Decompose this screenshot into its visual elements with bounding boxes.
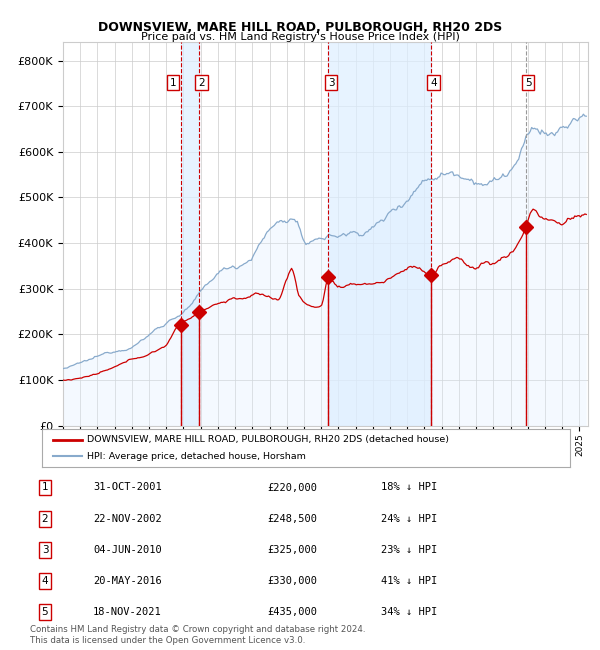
Text: 18-NOV-2021: 18-NOV-2021 [93,607,162,618]
Text: 2: 2 [41,514,49,524]
Text: 2: 2 [198,77,205,88]
Text: This data is licensed under the Open Government Licence v3.0.: This data is licensed under the Open Gov… [30,636,305,645]
Text: £330,000: £330,000 [267,576,317,586]
Text: 31-OCT-2001: 31-OCT-2001 [93,482,162,493]
Text: 04-JUN-2010: 04-JUN-2010 [93,545,162,555]
Text: £248,500: £248,500 [267,514,317,524]
Text: 4: 4 [41,576,49,586]
Text: 22-NOV-2002: 22-NOV-2002 [93,514,162,524]
Text: 5: 5 [41,607,49,618]
Text: £220,000: £220,000 [267,482,317,493]
Text: DOWNSVIEW, MARE HILL ROAD, PULBOROUGH, RH20 2DS (detached house): DOWNSVIEW, MARE HILL ROAD, PULBOROUGH, R… [87,435,449,444]
Bar [328,42,431,426]
Text: 23% ↓ HPI: 23% ↓ HPI [381,545,437,555]
Text: 3: 3 [41,545,49,555]
Text: 1: 1 [41,482,49,493]
Text: 20-MAY-2016: 20-MAY-2016 [93,576,162,586]
Text: 41% ↓ HPI: 41% ↓ HPI [381,576,437,586]
Text: 24% ↓ HPI: 24% ↓ HPI [381,514,437,524]
Text: 4: 4 [430,77,437,88]
Text: 3: 3 [328,77,334,88]
Bar [181,42,199,426]
Text: HPI: Average price, detached house, Horsham: HPI: Average price, detached house, Hors… [87,452,306,461]
Text: 18% ↓ HPI: 18% ↓ HPI [381,482,437,493]
Text: 5: 5 [525,77,532,88]
Text: 1: 1 [170,77,176,88]
Text: 34% ↓ HPI: 34% ↓ HPI [381,607,437,618]
Text: Price paid vs. HM Land Registry's House Price Index (HPI): Price paid vs. HM Land Registry's House … [140,32,460,42]
Text: £435,000: £435,000 [267,607,317,618]
Text: Contains HM Land Registry data © Crown copyright and database right 2024.: Contains HM Land Registry data © Crown c… [30,625,365,634]
Text: DOWNSVIEW, MARE HILL ROAD, PULBOROUGH, RH20 2DS: DOWNSVIEW, MARE HILL ROAD, PULBOROUGH, R… [98,21,502,34]
Text: £325,000: £325,000 [267,545,317,555]
